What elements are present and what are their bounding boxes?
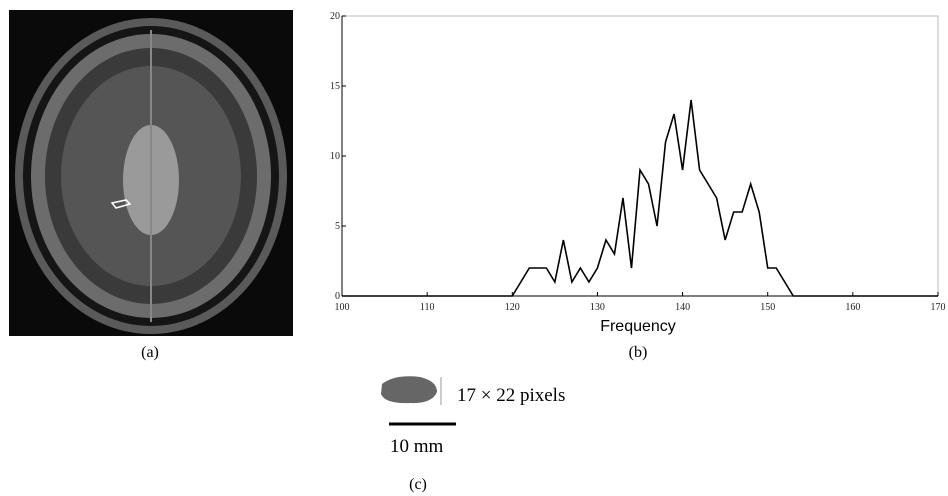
y-tick-label: 10 [330, 151, 340, 162]
line-chart: 0 5 10 15 20 100 110 120 130 140 150 160 170 [330, 11, 946, 313]
y-tick-label: 20 [330, 11, 340, 22]
y-tick-label: 15 [330, 81, 340, 92]
y-tick-label: 5 [335, 221, 340, 232]
scale-bar-text: 10 mm [390, 436, 444, 457]
x-tick-label: 160 [845, 302, 860, 313]
x-axis-label: Frequency [600, 318, 676, 335]
size-text: 17 × 22 pixels [457, 385, 565, 406]
panel-label: (c) [409, 476, 427, 493]
x-tick-label: 120 [505, 302, 520, 313]
mri-image [9, 10, 293, 336]
x-tick-label: 150 [760, 302, 775, 313]
region-thumbnail [381, 376, 442, 405]
x-tick-label: 170 [931, 302, 946, 313]
x-tick-label: 100 [335, 302, 350, 313]
panel-label: (a) [141, 344, 159, 361]
x-tick-label: 110 [420, 302, 435, 313]
y-tick-label: 0 [335, 291, 340, 302]
x-tick-label: 130 [590, 302, 605, 313]
data-line [342, 99, 938, 297]
x-tick-label: 140 [675, 302, 690, 313]
plot-frame [341, 15, 939, 297]
panel-label: (b) [629, 344, 648, 361]
